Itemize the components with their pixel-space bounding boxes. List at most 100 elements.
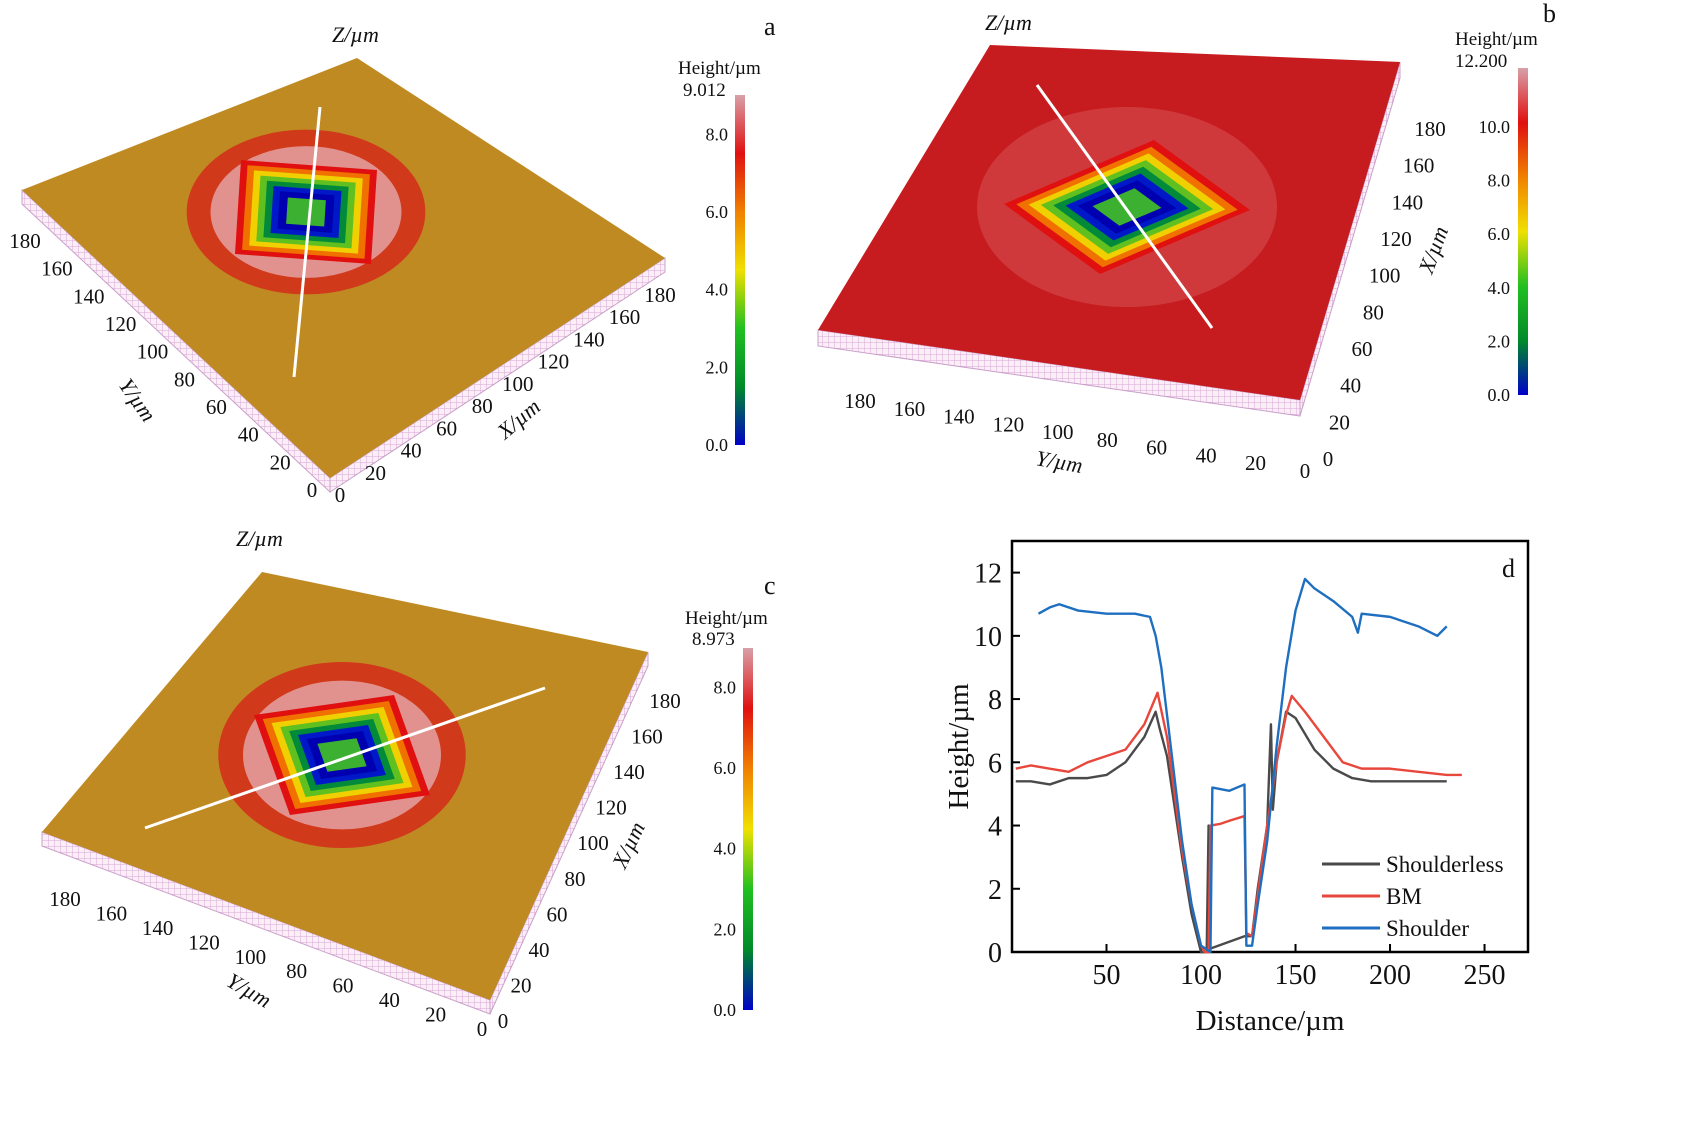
panel-a-colorbar — [735, 95, 745, 445]
panel-c-x-tick: 140 — [613, 760, 645, 784]
chart-d-y-tick-label: 10 — [974, 622, 1002, 653]
panel-a-letter: a — [764, 12, 776, 41]
panel-a-x-tick: 20 — [365, 461, 386, 485]
panel-b-pit-bottom — [1092, 188, 1162, 226]
chart-d-x-tick-label: 200 — [1369, 960, 1411, 991]
panel-b-x-tick: 140 — [1392, 190, 1424, 214]
panel-b-colorbar-tick: 6.0 — [1488, 224, 1511, 244]
panel-c-y-label: Y/µm — [223, 968, 276, 1013]
panel-c-x-tick: 80 — [565, 867, 586, 891]
panel-b-colorbar-tick: 4.0 — [1488, 278, 1511, 298]
panel-c-colorbar-tick: 4.0 — [714, 839, 737, 859]
panel-c-colorbar-title: Height/µm — [685, 608, 768, 629]
panel-c-x-tick: 160 — [631, 725, 663, 749]
panel-c-x-tick: 0 — [498, 1009, 509, 1033]
panel-a-x-tick: 60 — [436, 416, 457, 440]
panel-b-x-tick: 20 — [1329, 410, 1350, 434]
panel-a-colorbar-tick: 4.0 — [706, 280, 729, 300]
panel-c-x-tick: 100 — [577, 831, 609, 855]
panel-c-y-tick: 20 — [425, 1003, 446, 1027]
panel-b-colorbar-tick: 8.0 — [1488, 171, 1511, 191]
chart-d-y-tick-label: 6 — [988, 748, 1002, 779]
panel-b-colorbar-tick: 10.0 — [1479, 117, 1511, 137]
panel-b-letter: b — [1543, 0, 1556, 28]
panel-a-x-tick: 140 — [573, 327, 605, 351]
chart-d-y-tick-label: 12 — [974, 559, 1002, 590]
chart-d-y-tick-label: 2 — [988, 875, 1002, 906]
panel-c-x-tick: 20 — [511, 973, 532, 997]
panel-a-y-tick: 100 — [137, 340, 169, 364]
chart-d-y-label: Height/µm — [943, 683, 975, 810]
panel-a-x-tick: 40 — [401, 439, 422, 463]
chart-d-letter: d — [1502, 554, 1515, 583]
panel-c-x-tick: 120 — [595, 796, 627, 820]
panel-a-y-tick: 40 — [238, 423, 259, 447]
chart-d-y-tick-label: 0 — [988, 938, 1002, 969]
panel-b-colorbar-max: 12.200 — [1455, 51, 1507, 72]
panel-a-y-tick: 60 — [206, 395, 227, 419]
panel-c-x-tick: 60 — [547, 902, 568, 926]
panel-a-y-tick: 0 — [307, 478, 318, 502]
panel-c-y-tick: 180 — [49, 887, 81, 911]
chart-d-x-tick-label: 100 — [1180, 960, 1222, 991]
panel-a-x-tick: 180 — [644, 283, 676, 307]
panel-b-x-tick: 40 — [1340, 374, 1361, 398]
chart-d-legend-label: Shoulderless — [1386, 852, 1504, 877]
panel-c-x-label: X/µm — [606, 818, 649, 873]
panel-a-x-tick: 100 — [502, 372, 534, 396]
panel-a-y-tick: 140 — [73, 284, 105, 308]
panel-a-y-label: Y/µm — [114, 374, 161, 427]
panel-a-colorbar-max: 9.012 — [683, 80, 726, 101]
panel-a-y-tick: 120 — [105, 312, 137, 336]
panel-c-x-tick: 180 — [649, 689, 681, 713]
panel-c-colorbar-tick: 8.0 — [714, 677, 737, 697]
chart-d-series-bm — [1015, 691, 1462, 954]
chart-d-series-shoulder — [1037, 577, 1448, 954]
panel-b-y-label: Y/µm — [1034, 445, 1085, 478]
panel-c-y-tick: 0 — [477, 1017, 488, 1041]
panel-a-x-tick: 0 — [335, 483, 346, 507]
panel-c-colorbar-max: 8.973 — [692, 629, 735, 650]
panel-b-x-tick: 0 — [1323, 447, 1334, 471]
panel-a-colorbar-tick: 0.0 — [706, 435, 729, 455]
panel-b-x-tick: 120 — [1380, 227, 1412, 251]
panel-b-x-tick: 80 — [1363, 300, 1384, 324]
panel-a-colorbar-title: Height/µm — [678, 58, 761, 79]
chart-d-x-tick-label: 150 — [1275, 960, 1317, 991]
chart-d-legend-label: BM — [1386, 884, 1422, 909]
panel-a-colorbar-tick: 8.0 — [706, 124, 729, 144]
chart-d-series-shoulderless — [1015, 710, 1447, 954]
panel-a-profile-line — [292, 106, 322, 378]
panel-b-x-label: X/µm — [1413, 223, 1453, 278]
panel-b-x-tick: 180 — [1414, 117, 1446, 141]
panel-b-colorbar — [1518, 68, 1528, 395]
panel-b-y-tick: 120 — [993, 412, 1025, 436]
panel-a-x-tick: 120 — [538, 350, 570, 374]
panel-c-profile-line — [144, 686, 546, 830]
panel-a-colorbar-tick: 2.0 — [706, 357, 729, 377]
panel-c-colorbar-tick: 2.0 — [714, 919, 737, 939]
panel-b-colorbar-tick: 0.0 — [1488, 385, 1511, 405]
panel-c-y-tick: 140 — [142, 916, 174, 940]
chart-d-y-tick-label: 8 — [988, 685, 1002, 716]
panel-b-x-tick: 60 — [1352, 337, 1373, 361]
panel-a-colorbar-tick: 6.0 — [706, 202, 729, 222]
panel-c-y-tick: 60 — [333, 974, 354, 998]
panel-b-profile-line — [1035, 84, 1214, 329]
panel-a-pit-bottom — [286, 197, 326, 227]
panel-b-x-tick: 100 — [1369, 264, 1401, 288]
panel-b-y-tick: 0 — [1300, 459, 1311, 483]
panel-b-y-tick: 80 — [1097, 428, 1118, 452]
panel-b-y-tick: 180 — [844, 389, 876, 413]
panel-c-z-label: Z/µm — [236, 526, 283, 551]
panel-b-y-tick: 40 — [1196, 443, 1217, 467]
panel-b-y-tick: 160 — [894, 397, 926, 421]
panel-c-y-tick: 40 — [379, 988, 400, 1012]
panel-c-letter: c — [764, 571, 776, 600]
panel-c-y-tick: 120 — [188, 930, 220, 954]
panel-c-colorbar-tick: 0.0 — [714, 1000, 737, 1020]
panel-a-y-tick: 180 — [9, 229, 41, 253]
panel-a-x-tick: 160 — [609, 305, 641, 329]
panel-c-y-tick: 160 — [96, 901, 128, 925]
